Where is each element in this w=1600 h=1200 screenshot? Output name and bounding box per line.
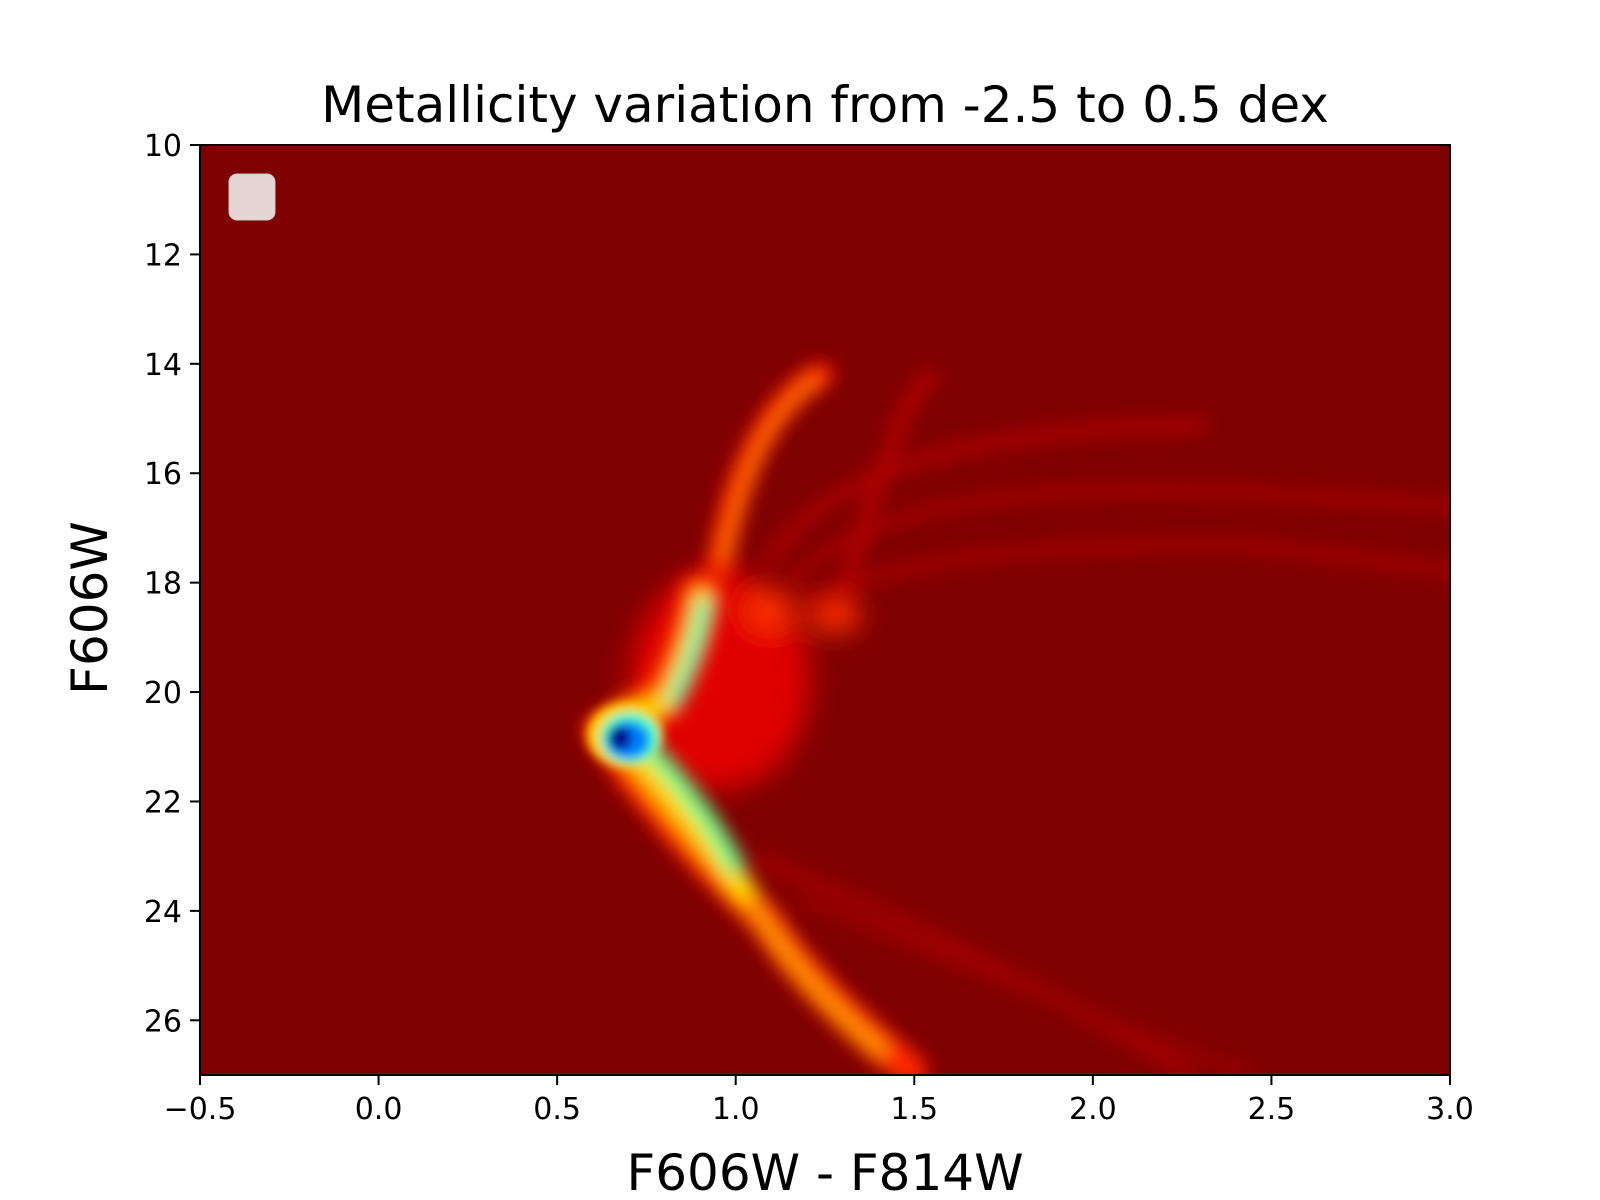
legend-box xyxy=(228,173,276,221)
y-tick-label: 16 xyxy=(144,457,182,492)
plot-frame xyxy=(199,144,1451,1076)
metal-rich-giant-branches xyxy=(762,370,1450,618)
density-heatmap xyxy=(583,362,1450,1075)
y-tick-label: 22 xyxy=(144,785,182,820)
x-axis-label: F606W - F814W xyxy=(626,1144,1023,1200)
x-tick-label: 2.5 xyxy=(1248,1092,1296,1127)
turnoff-peak xyxy=(587,703,663,767)
y-tick-label: 20 xyxy=(144,676,182,711)
chart-title: Metallicity variation from -2.5 to 0.5 d… xyxy=(321,76,1329,134)
x-tick-label: 0.5 xyxy=(533,1092,581,1127)
x-tick-label: 2.0 xyxy=(1069,1092,1117,1127)
y-tick-label: 10 xyxy=(144,129,182,164)
x-tick-label: 1.0 xyxy=(712,1092,760,1127)
y-tick-label: 18 xyxy=(144,567,182,602)
y-tick-label: 12 xyxy=(144,238,182,273)
x-tick-label: 3.0 xyxy=(1426,1092,1474,1127)
subgiant-branch xyxy=(600,575,720,740)
red-giant-branch xyxy=(702,362,833,603)
x-tick-label: 0.0 xyxy=(355,1092,403,1127)
x-tick-label: −0.5 xyxy=(164,1092,237,1127)
metal-rich-main-sequences xyxy=(752,852,1256,1075)
y-tick-label: 24 xyxy=(144,895,182,930)
y-tick-label: 26 xyxy=(144,1004,182,1039)
y-tick-label: 14 xyxy=(144,348,182,383)
axes: −0.5 0.0 0.5 1.0 1.5 2.0 2.5 3.0 10 12 14 16 18 20 22 2… xyxy=(144,129,1474,1127)
x-tick-label: 1.5 xyxy=(890,1092,938,1127)
y-axis-label: F606W xyxy=(61,521,119,695)
